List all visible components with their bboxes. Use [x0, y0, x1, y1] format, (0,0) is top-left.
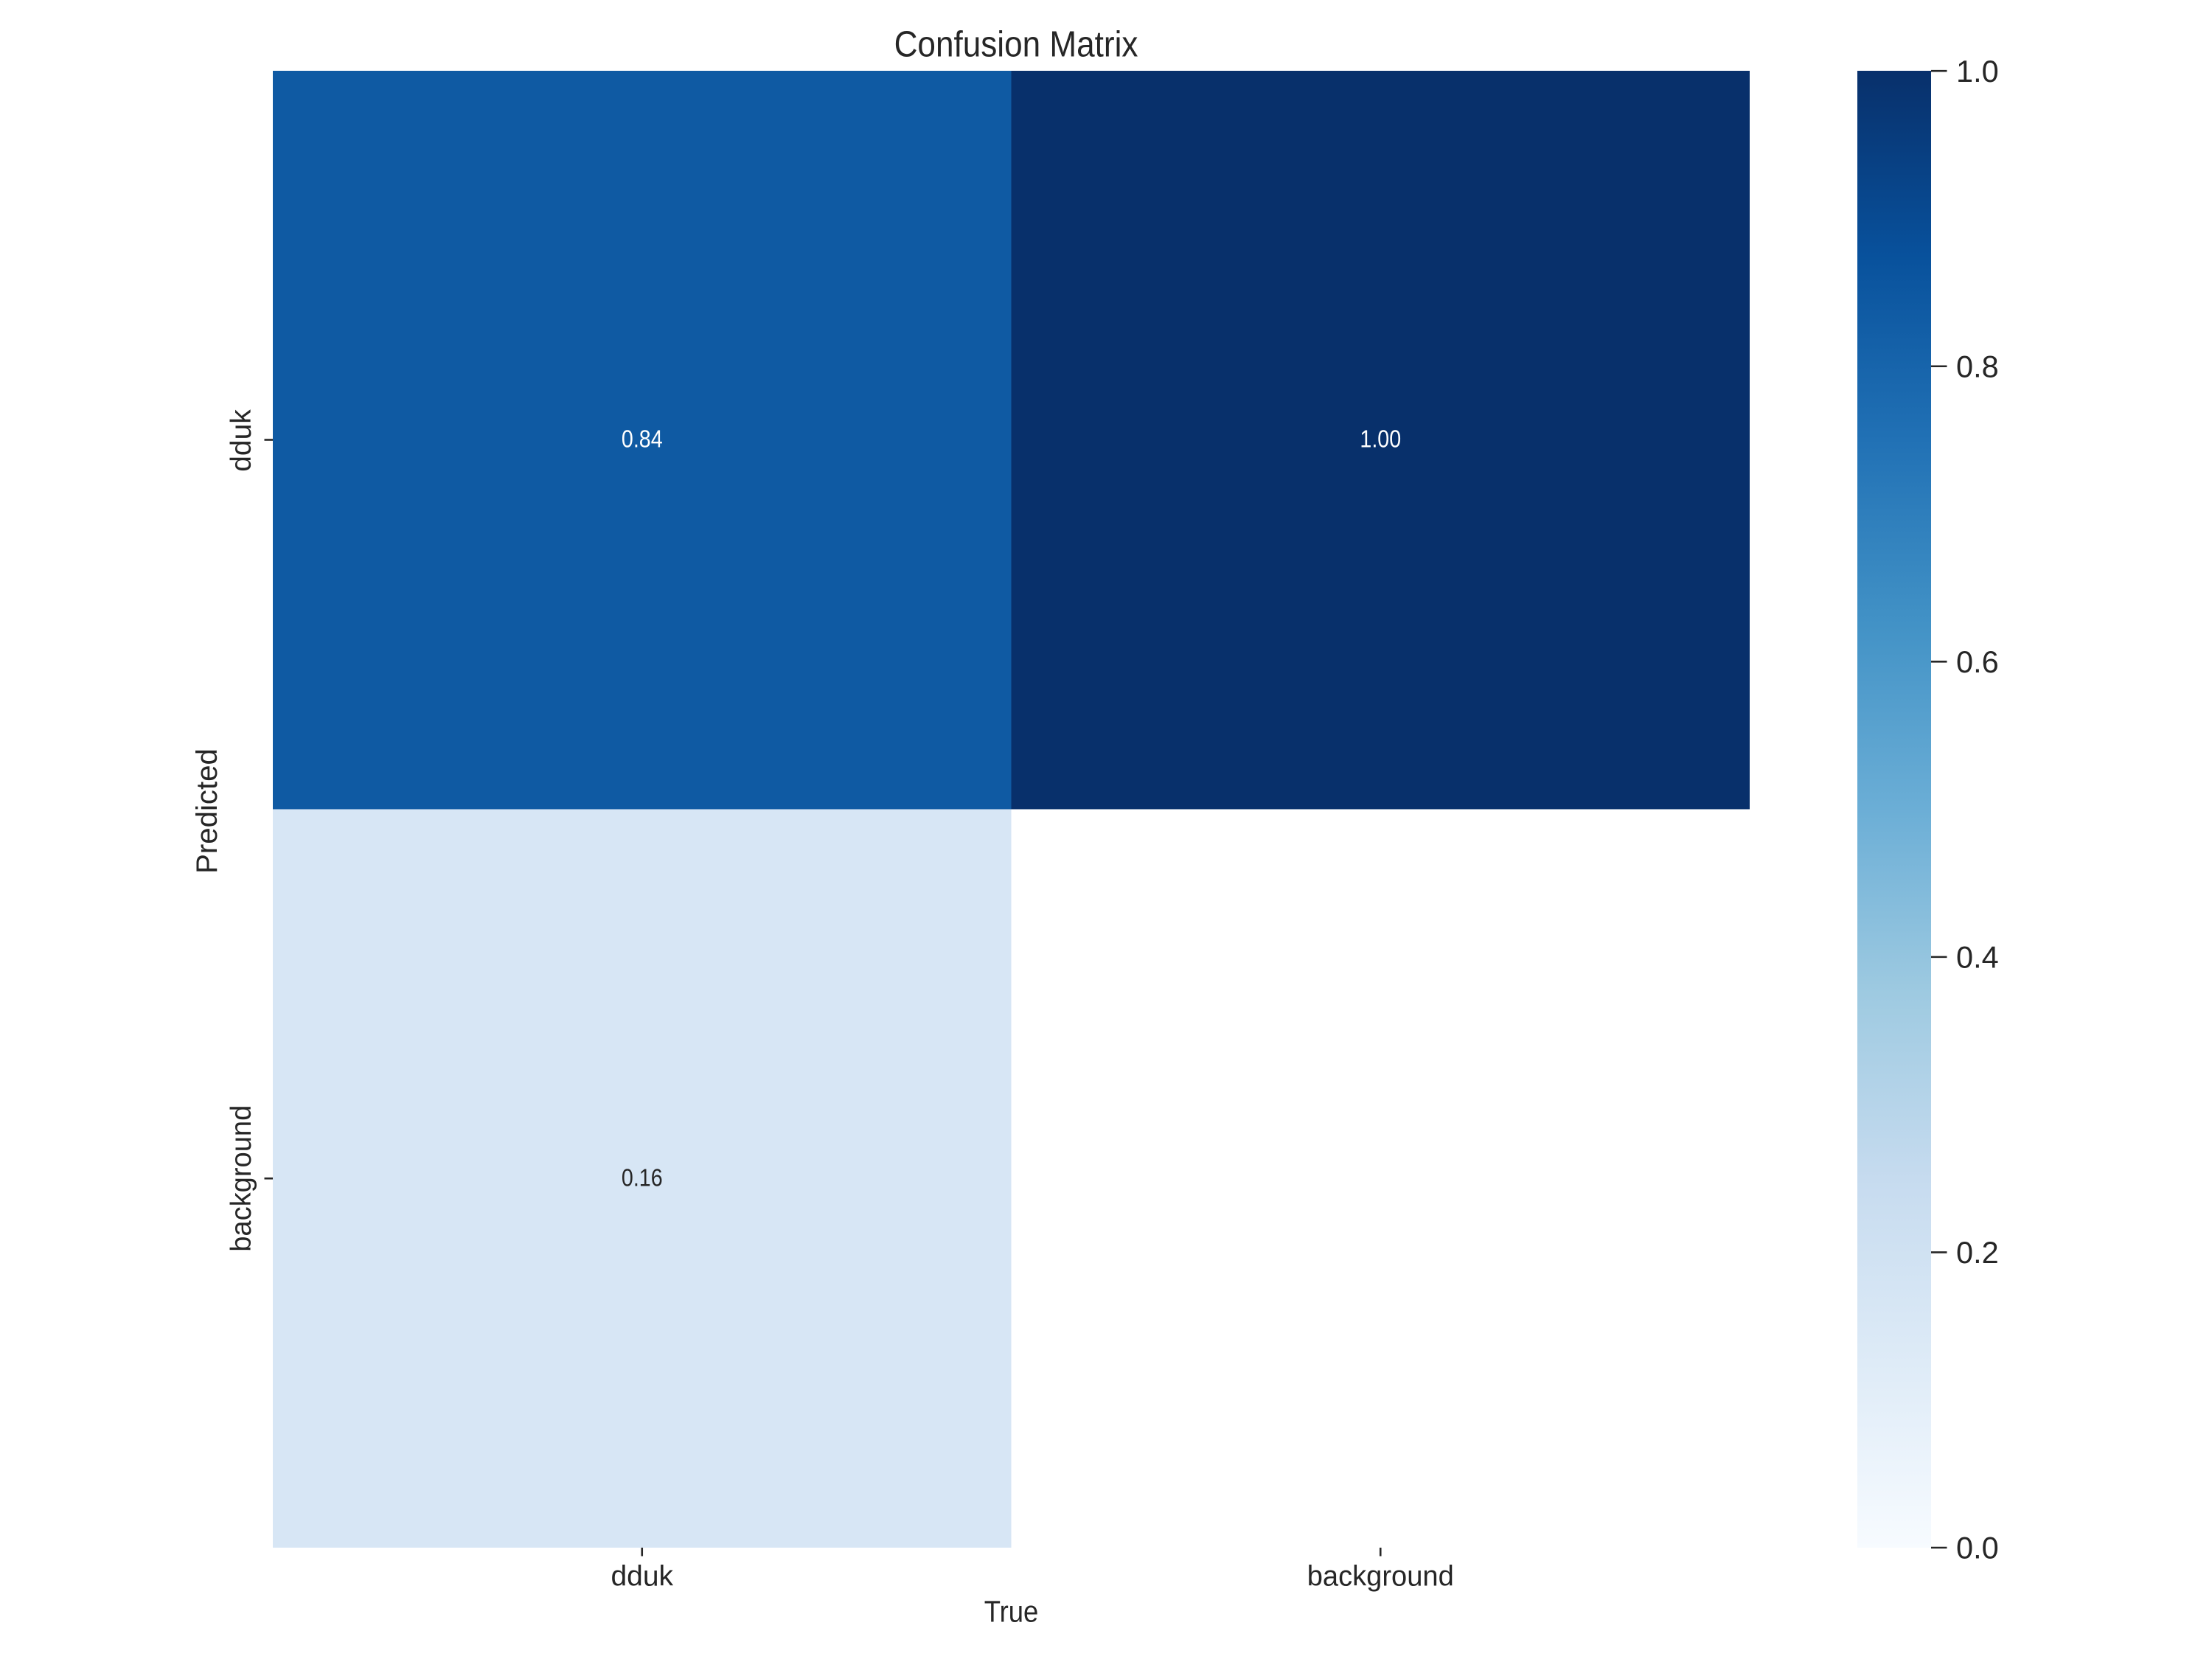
- svg-text:dduk: dduk: [611, 1560, 673, 1592]
- svg-text:0.6: 0.6: [1956, 644, 1999, 679]
- svg-text:True: True: [984, 1596, 1039, 1629]
- svg-text:0.8: 0.8: [1956, 349, 1999, 384]
- svg-text:0.16: 0.16: [622, 1164, 663, 1192]
- svg-text:Predicted: Predicted: [190, 748, 223, 874]
- svg-text:1.0: 1.0: [1956, 54, 1999, 88]
- svg-text:0.4: 0.4: [1956, 940, 1999, 975]
- svg-text:1.00: 1.00: [1360, 425, 1401, 453]
- svg-text:background: background: [1307, 1560, 1454, 1592]
- svg-text:background: background: [226, 1105, 257, 1252]
- svg-text:0.0: 0.0: [1956, 1531, 1999, 1565]
- svg-text:Confusion Matrix: Confusion Matrix: [894, 24, 1138, 64]
- svg-text:0.84: 0.84: [622, 425, 663, 453]
- svg-text:0.2: 0.2: [1956, 1235, 1999, 1270]
- svg-text:dduk: dduk: [226, 409, 257, 472]
